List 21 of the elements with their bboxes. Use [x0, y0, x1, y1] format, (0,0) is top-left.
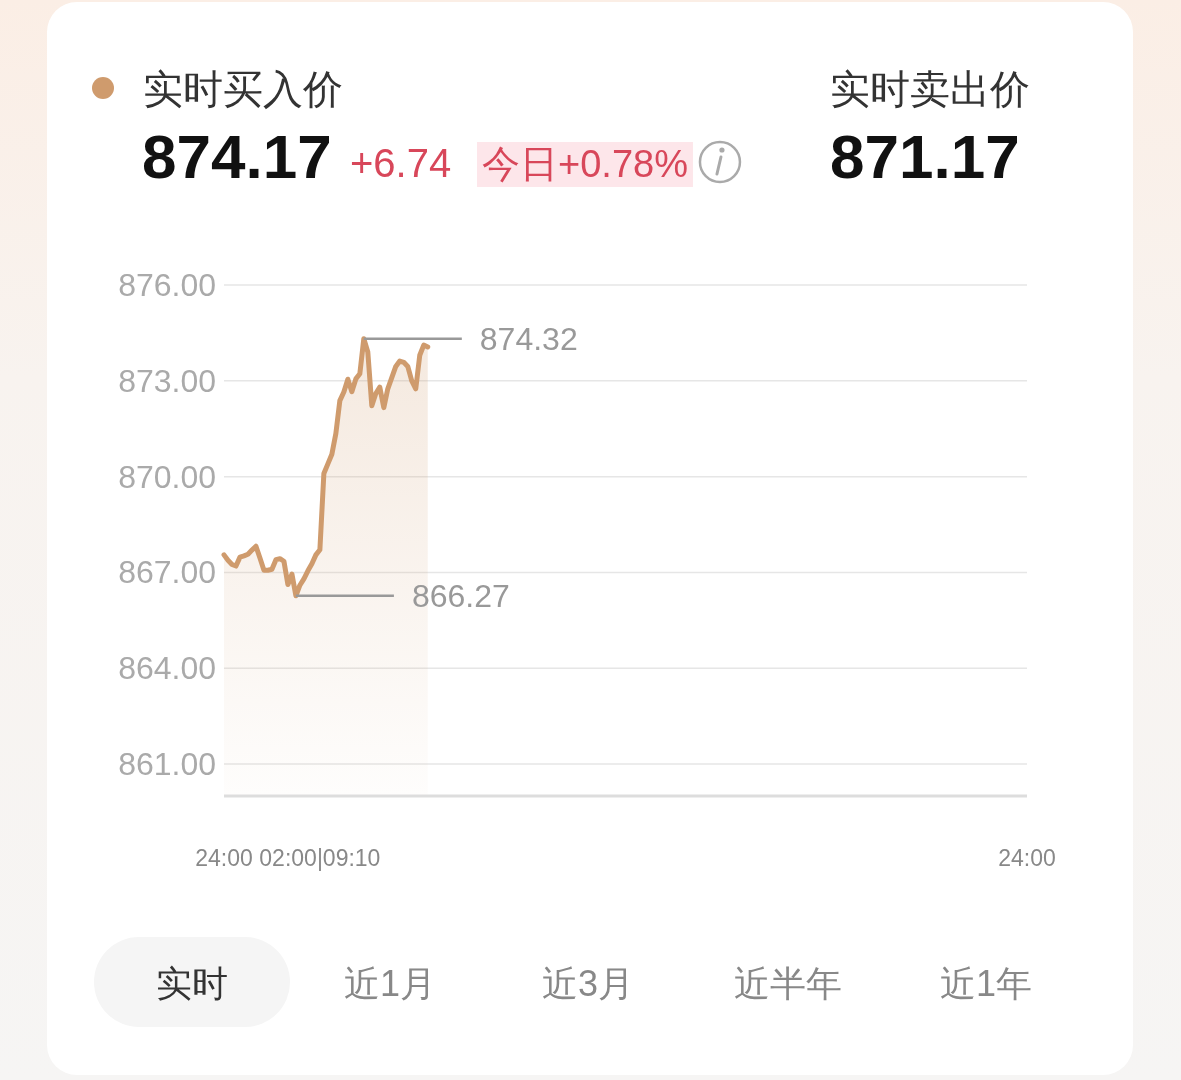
text: 实时卖出价 [830, 67, 1030, 111]
x-tick-label: 02:00|09:10 [259, 845, 381, 871]
text: 871.17 [830, 122, 1020, 191]
text: 实时 [156, 963, 228, 1004]
y-tick-label: 873.00 [118, 362, 216, 399]
text: 近半年 [734, 963, 842, 1004]
text: 874.17 [142, 122, 332, 191]
y-tick-label: 867.00 [118, 554, 216, 591]
text: 近3月 [541, 963, 635, 1004]
y-tick-label: 864.00 [118, 650, 216, 687]
x-tick-label: 24:00 [195, 845, 253, 871]
x-tick-label: 24:00 [998, 845, 1056, 871]
text: 近1月 [343, 963, 437, 1004]
y-tick-label: 861.00 [118, 746, 216, 783]
y-tick-label: 870.00 [118, 458, 216, 495]
annotation: 866.27 [411, 577, 510, 614]
legend-label: 实时买入价 [143, 67, 343, 111]
y-tick-label: 876.00 [118, 267, 216, 303]
annotation: 874.32 [479, 320, 578, 357]
text: 近1年 [939, 963, 1033, 1004]
text: +6.74 [350, 141, 452, 185]
